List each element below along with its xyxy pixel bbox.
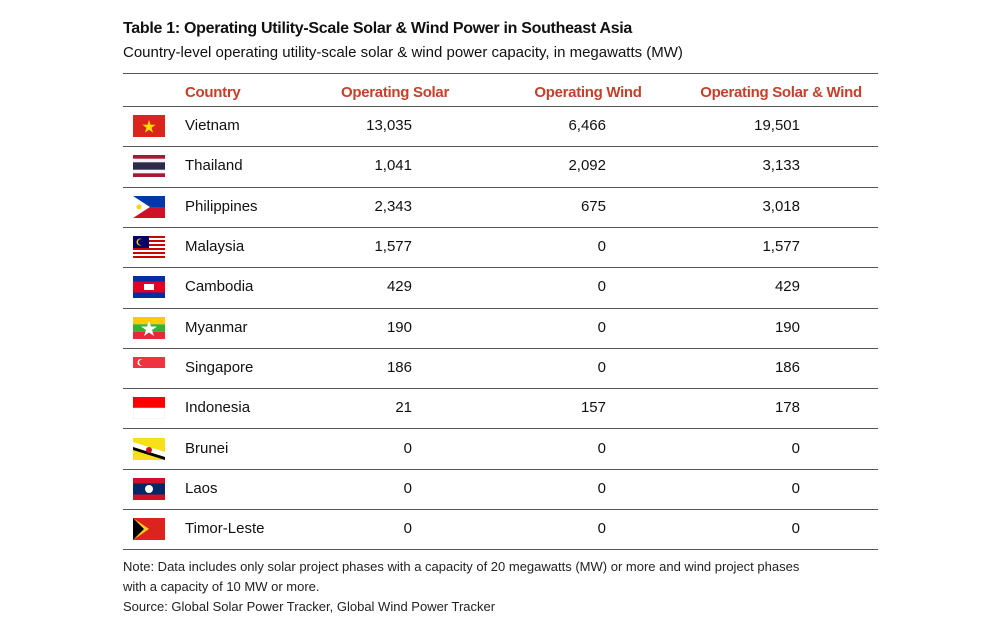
table-cell: 0 bbox=[597, 479, 606, 497]
row-rule bbox=[123, 347, 878, 349]
table-cell: 675 bbox=[580, 197, 606, 215]
row-rule bbox=[123, 428, 878, 430]
flag-icon bbox=[133, 477, 165, 500]
table-cell: 0 bbox=[597, 278, 606, 296]
country-name: Laos bbox=[185, 479, 218, 497]
row-rule bbox=[123, 468, 878, 470]
table-cell: 19,501 bbox=[754, 117, 800, 135]
column-header: Operating Solar bbox=[340, 84, 450, 101]
column-header: Operating Wind bbox=[534, 84, 642, 101]
column-header: Operating Solar & Wind bbox=[700, 84, 862, 101]
table-cell: 6,466 bbox=[568, 117, 606, 135]
source: Source: Global Solar Power Tracker, Glob… bbox=[123, 599, 496, 614]
table-cell: 178 bbox=[774, 399, 800, 417]
note-line: Note: Data includes only solar project p… bbox=[123, 559, 800, 574]
note-line: with a capacity of 10 MW or more. bbox=[123, 579, 320, 594]
row-rule bbox=[123, 549, 878, 551]
table-cell: 0 bbox=[597, 439, 606, 457]
table-cell: 190 bbox=[774, 318, 800, 336]
table-cell: 1,041 bbox=[374, 157, 412, 175]
table-cell: 0 bbox=[791, 479, 800, 497]
country-name: Vietnam bbox=[185, 117, 240, 135]
table-cell: 13,035 bbox=[366, 117, 412, 135]
country-name: Indonesia bbox=[185, 399, 251, 417]
country-name: Malaysia bbox=[185, 238, 245, 256]
table-cell: 1,577 bbox=[762, 238, 800, 256]
country-name: Singapore bbox=[185, 358, 254, 376]
row-rule bbox=[123, 509, 878, 510]
table-title: Table 1: Operating Utility-Scale Solar &… bbox=[123, 20, 633, 37]
row-rule bbox=[123, 186, 878, 188]
table-cell: 0 bbox=[597, 238, 606, 256]
flag-icon bbox=[133, 155, 165, 178]
table-cell: 0 bbox=[791, 439, 800, 457]
table-cell: 186 bbox=[774, 358, 800, 376]
flag-icon bbox=[133, 518, 165, 541]
flag-icon bbox=[133, 276, 165, 299]
top-rule bbox=[123, 73, 878, 74]
table-cell: 0 bbox=[597, 358, 606, 376]
country-name: Thailand bbox=[185, 157, 243, 175]
table-cell: 1,577 bbox=[374, 238, 412, 256]
flag-icon bbox=[133, 356, 165, 379]
table-cell: 3,133 bbox=[762, 157, 800, 175]
table-cell: 0 bbox=[403, 479, 412, 497]
table-cell: 21 bbox=[395, 399, 412, 417]
table-cell: 0 bbox=[597, 520, 606, 538]
flag-icon bbox=[133, 397, 165, 420]
row-rule bbox=[123, 226, 878, 228]
table-cell: 2,092 bbox=[568, 157, 606, 175]
flag-icon bbox=[133, 115, 165, 138]
row-rule bbox=[123, 146, 878, 148]
table-cell: 190 bbox=[386, 318, 412, 336]
flag-icon bbox=[133, 437, 165, 460]
table-subtitle: Country-level operating utility-scale so… bbox=[123, 44, 683, 61]
row-rule bbox=[123, 267, 878, 269]
table-cell: 0 bbox=[403, 520, 412, 538]
table-cell: 0 bbox=[597, 318, 606, 336]
table-cell: 3,018 bbox=[762, 197, 800, 215]
header-rule bbox=[123, 106, 878, 107]
flag-icon bbox=[133, 316, 165, 339]
country-name: Cambodia bbox=[185, 278, 254, 296]
country-name: Brunei bbox=[185, 439, 229, 457]
row-rule bbox=[123, 307, 878, 309]
country-name: Myanmar bbox=[185, 318, 248, 336]
table-cell: 2,343 bbox=[374, 197, 412, 215]
country-name: Philippines bbox=[185, 197, 258, 215]
table-cell: 429 bbox=[386, 278, 412, 296]
flag-icon bbox=[133, 236, 165, 259]
row-rule bbox=[123, 388, 878, 390]
country-name: Timor-Leste bbox=[185, 520, 265, 538]
flag-icon bbox=[133, 195, 165, 218]
table-cell: 0 bbox=[403, 439, 412, 457]
table-cell: 157 bbox=[580, 399, 606, 417]
column-header: Country bbox=[185, 84, 241, 101]
table-cell: 0 bbox=[791, 520, 800, 538]
table-cell: 429 bbox=[774, 278, 800, 296]
table-cell: 186 bbox=[386, 358, 412, 376]
